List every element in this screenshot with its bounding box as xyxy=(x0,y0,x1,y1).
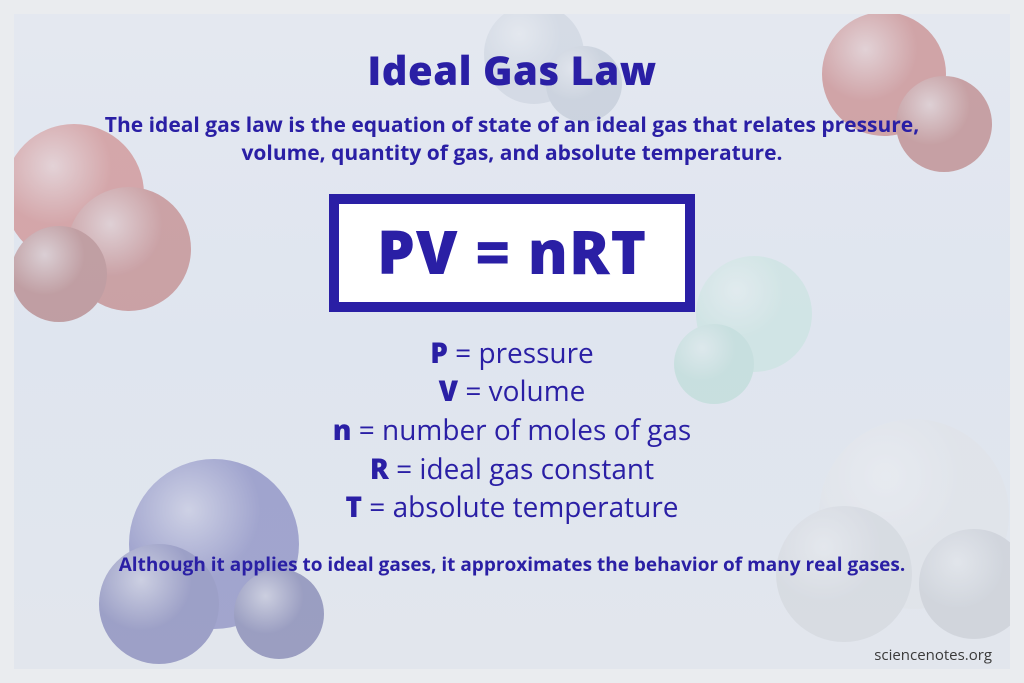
definition-line: R = ideal gas constant xyxy=(333,450,692,489)
definition-symbol: T xyxy=(345,488,362,526)
definition-line: n = number of moles of gas xyxy=(333,411,692,450)
definition-meaning: = ideal gas constant xyxy=(389,450,654,488)
content-column: Ideal Gas Law The ideal gas law is the e… xyxy=(14,14,1010,669)
footnote-text: Although it applies to ideal gases, it a… xyxy=(119,551,906,577)
infographic-canvas: Ideal Gas Law The ideal gas law is the e… xyxy=(14,14,1010,669)
definition-symbol: n xyxy=(333,411,352,449)
definition-symbol: R xyxy=(370,450,389,488)
outer-frame: Ideal Gas Law The ideal gas law is the e… xyxy=(0,0,1024,683)
variable-definitions: P = pressureV = volumen = number of mole… xyxy=(333,334,692,527)
definition-meaning: = pressure xyxy=(448,334,594,372)
page-title: Ideal Gas Law xyxy=(367,42,656,97)
definition-line: P = pressure xyxy=(333,334,692,373)
definition-symbol: V xyxy=(439,372,458,410)
definition-symbol: P xyxy=(430,334,448,372)
equation-box: PV = nRT xyxy=(329,194,695,312)
attribution-text: sciencenotes.org xyxy=(874,645,992,665)
intro-text: The ideal gas law is the equation of sta… xyxy=(77,111,947,168)
equation-text: PV = nRT xyxy=(377,210,647,292)
definition-line: V = volume xyxy=(333,372,692,411)
definition-line: T = absolute temperature xyxy=(333,488,692,527)
definition-meaning: = absolute temperature xyxy=(362,488,678,526)
definition-meaning: = volume xyxy=(458,372,585,410)
definition-meaning: = number of moles of gas xyxy=(352,411,692,449)
